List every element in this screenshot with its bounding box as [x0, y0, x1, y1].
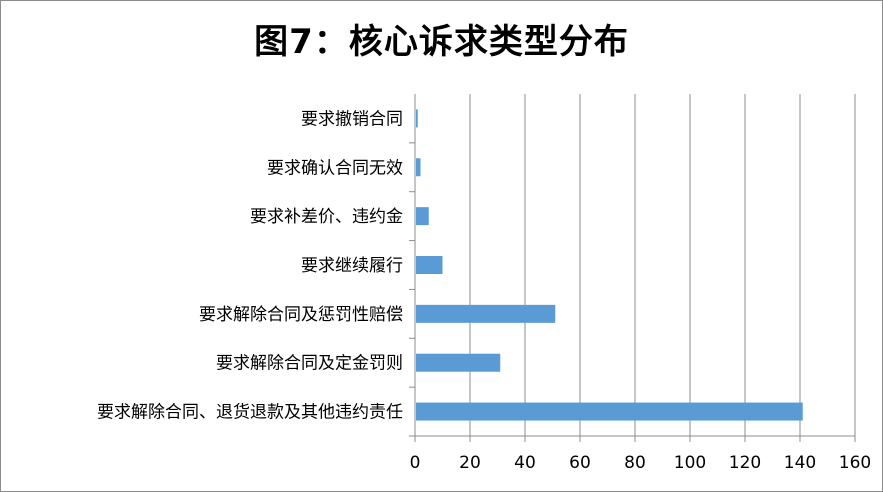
category-label: 要求继续履行 [301, 256, 403, 276]
category-label: 要求补差价、违约金 [250, 207, 403, 227]
bar [416, 207, 429, 226]
x-tick-label: 0 [410, 453, 421, 473]
x-tick-label: 20 [459, 453, 481, 473]
category-label: 要求解除合同、退货退款及其他违约责任 [97, 403, 403, 423]
bar [416, 256, 443, 274]
x-tick-label: 80 [624, 453, 646, 473]
category-label: 要求撤销合同 [301, 109, 403, 129]
bar [416, 304, 556, 323]
category-label: 要求解除合同及惩罚性赔偿 [199, 305, 403, 325]
bars [416, 109, 803, 421]
x-tick-label: 100 [674, 453, 706, 473]
category-labels: 要求撤销合同要求确认合同无效要求补差价、违约金要求继续履行要求解除合同及惩罚性赔… [97, 109, 403, 422]
x-tick-label: 140 [784, 453, 816, 473]
axes [409, 94, 856, 442]
bar [416, 158, 421, 177]
x-tick-label: 160 [839, 453, 871, 473]
category-label: 要求确认合同无效 [267, 158, 403, 178]
tick-labels: 0 20 40 60 80 100 120 140 160 [410, 453, 872, 473]
bar [416, 353, 501, 372]
x-tick-label: 120 [729, 453, 761, 473]
bar [416, 109, 418, 128]
gridlines [469, 94, 856, 436]
bar [416, 402, 803, 421]
x-tick-label: 40 [514, 453, 536, 473]
category-label: 要求解除合同及定金罚则 [216, 354, 403, 374]
x-tick-label: 60 [569, 453, 591, 473]
chart-title: 图7：核心诉求类型分布 [254, 22, 629, 62]
